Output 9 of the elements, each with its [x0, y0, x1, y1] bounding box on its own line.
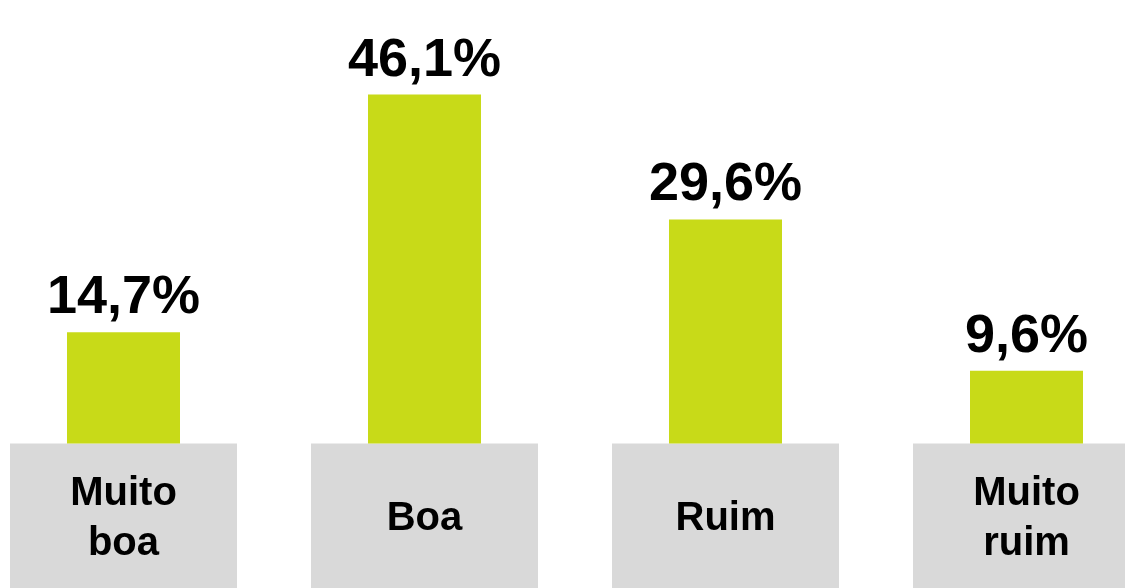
x-tick-label: Boa [386, 494, 464, 538]
x-tick-label: Muito ruim [973, 468, 1080, 564]
data-label: 9,6% [964, 302, 1089, 363]
x-tick-label: Muito boa [70, 468, 177, 564]
bar [970, 370, 1083, 444]
data-label: 29,6% [648, 151, 803, 212]
data-label: 14,7% [46, 264, 201, 325]
x-tick-label: Ruim [675, 494, 776, 538]
data-label: 46,1% [347, 26, 502, 87]
